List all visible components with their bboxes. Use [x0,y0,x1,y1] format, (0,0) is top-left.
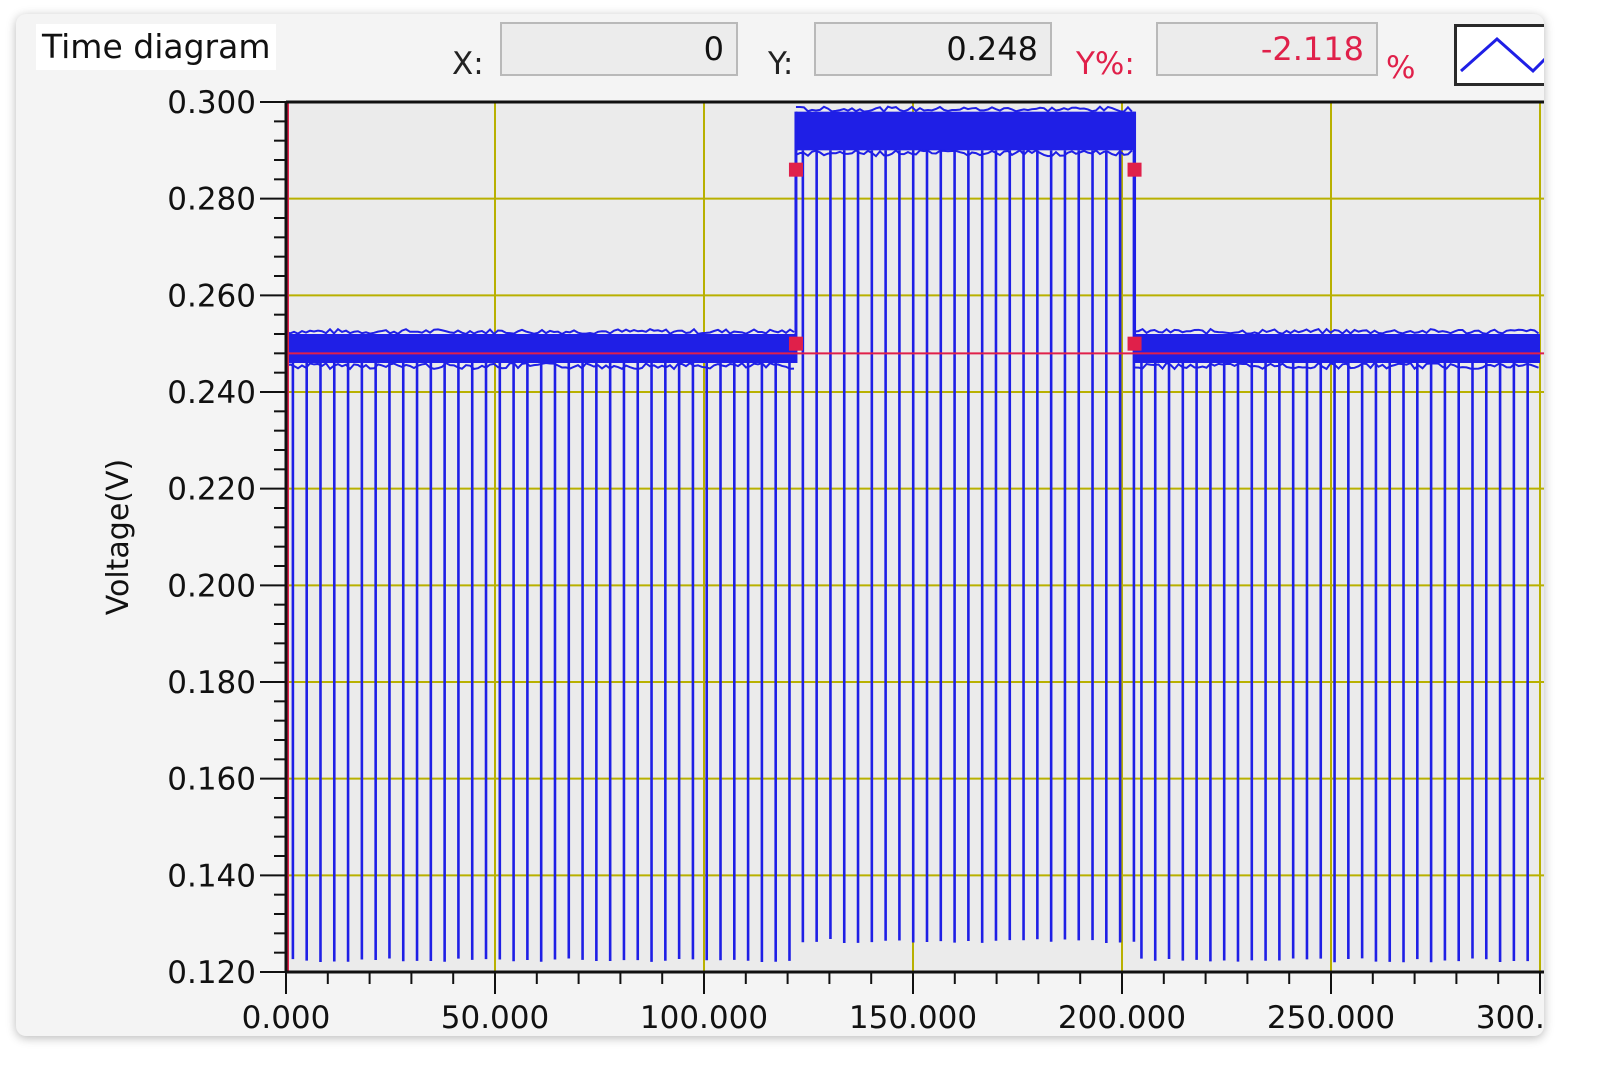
y-axis-label: Voltage(V) [101,459,136,615]
cursor-x-label: X: [452,46,484,82]
signal-band [795,111,1135,151]
x-tick-label: 0.000 [242,1000,331,1036]
triangle-wave-icon [1460,36,1544,74]
y-tick-label: 0.200 [167,568,256,604]
marker-point [1127,336,1142,351]
y-tick-label: 0.280 [167,182,256,218]
marker-point [788,162,803,177]
x-tick-label: 50.000 [441,1000,549,1036]
cursor-ypct-label: Y%: [1076,46,1135,82]
plot-legend-button[interactable] [1454,24,1544,86]
y-tick-label: 0.220 [167,472,256,508]
time-diagram-panel: Time diagram X: 0 Y: 0.248 Y%: -2.118 % … [16,14,1544,1036]
x-tick-label: 200.000 [1058,1000,1186,1036]
cursor-ypct-field[interactable]: -2.118 [1156,22,1378,76]
cursor-x-field[interactable]: 0 [500,22,738,76]
x-tick-label: 150.000 [849,1000,977,1036]
x-tick-label: 300.000 [1476,1000,1544,1036]
signal-noise-top [285,327,795,336]
cursor-y-label: Y: [768,46,794,82]
cursor-ypct-unit: % [1386,50,1416,86]
y-tick-label: 0.120 [167,955,256,991]
signal-noise-top [1134,327,1540,336]
panel-title: Time diagram [36,24,277,70]
signal-noise-top [795,105,1133,114]
y-tick-label: 0.140 [167,858,256,894]
x-tick-label: 250.000 [1267,1000,1395,1036]
y-tick-label: 0.260 [167,278,256,314]
y-tick-label: 0.180 [167,665,256,701]
y-tick-label: 0.160 [167,762,256,798]
marker-point [1127,162,1142,177]
signal-noise-bottom [795,149,1133,158]
y-tick-label: 0.240 [167,375,256,411]
cursor-y-field[interactable]: 0.248 [814,22,1052,76]
signal-band [286,334,796,363]
marker-point [788,336,803,351]
voltage-chart: 0.120 0.140 0.160 0.180 0.200 0.220 0.240 0.260… [101,85,1544,1036]
x-tick-label: 100.000 [640,1000,768,1036]
y-tick-label: 0.300 [167,85,256,121]
signal-band [1134,334,1540,363]
plot-area [286,102,1544,972]
